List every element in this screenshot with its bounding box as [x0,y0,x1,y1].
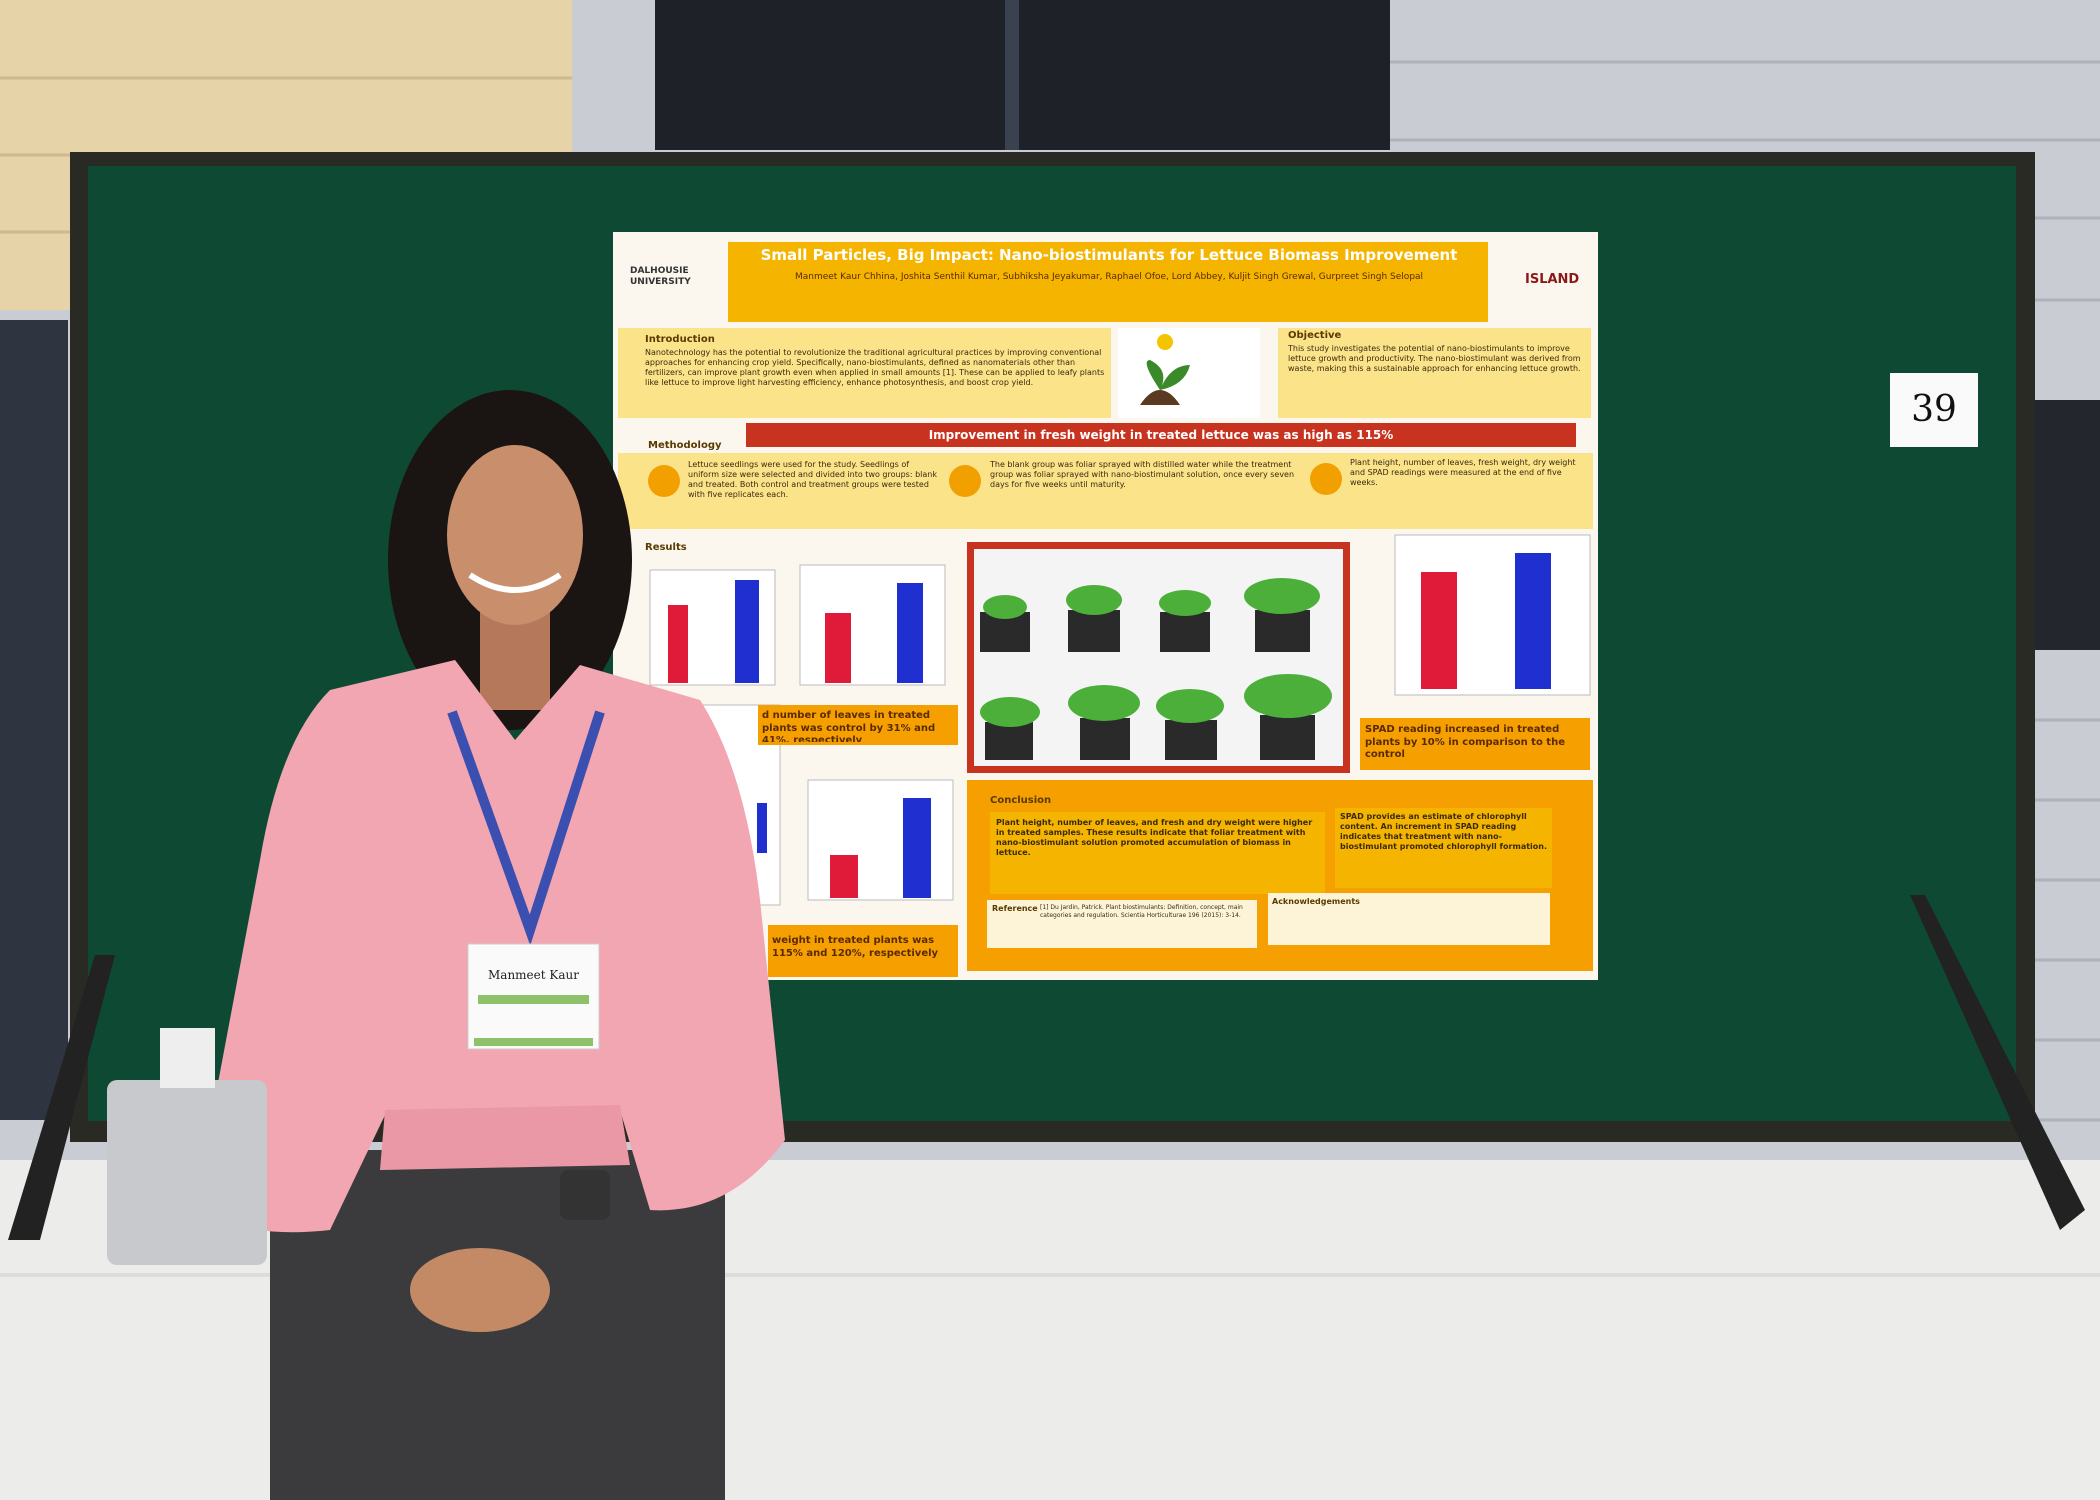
shape [735,580,759,683]
shape [1335,808,1552,888]
conclusion-text: SPAD provides an estimate of chlorophyll… [1340,812,1548,851]
shape [980,610,1315,760]
intro-box [618,328,1111,418]
board-number: 39 [1911,389,1957,430]
section-text: This study investigates the potential of… [1288,344,1581,373]
method-step: The blank group was foliar sprayed with … [990,460,1295,489]
shape [560,1170,610,1220]
shape [380,1105,630,1170]
shape [980,697,1040,727]
stand-leg [8,955,115,1240]
shape [447,710,605,946]
window [655,0,1390,150]
section-heading: Objective [1288,330,1342,341]
stand-leg [1910,895,2085,1230]
method-step: Plant height, number of leaves, fresh we… [1350,458,1576,487]
methodology-box [618,453,1593,529]
shape [1159,590,1211,616]
person [195,390,785,1500]
shape [949,465,981,497]
shape [160,1028,215,1088]
door [0,320,68,1120]
section-heading: Results [645,542,687,553]
shape [447,445,583,625]
method-step: Lettuce seedlings were used for the stud… [688,460,937,499]
shape [1068,685,1140,721]
shape [1360,718,1590,770]
shape [1260,715,1315,760]
section-heading: Introduction [645,334,715,345]
shape [1244,674,1332,718]
shape [987,900,1257,948]
shape [478,995,589,1004]
shape [1146,360,1190,390]
objective-box [1278,328,1591,418]
conclusion-text: Plant height, number of leaves, and fres… [996,818,1313,857]
shape [668,605,688,683]
shape [990,812,1325,894]
shape [1068,610,1120,652]
section-heading: Methodology [648,440,722,451]
shape [474,1038,593,1046]
section-text: Nanotechnology has the potential to revo… [645,348,1105,387]
shape [410,1248,550,1332]
result-caption: weight in treated plants was 115% and 12… [772,935,939,959]
shape [799,564,946,686]
highlight: Improvement in fresh weight in treated l… [928,428,1394,442]
shape [758,705,958,745]
shape [757,803,767,853]
badge-name: Manmeet Kaur [488,968,579,982]
logo-right: ISLAND [1525,272,1580,287]
shape [1421,572,1457,689]
shape [768,925,958,977]
section-heading: Acknowledgements [1272,897,1360,906]
shape [1268,893,1550,945]
shape [1310,463,1342,495]
highlight-banner [746,423,1576,447]
shape [468,572,562,593]
shape [807,779,954,901]
shape [825,613,851,683]
reference-text: [1] Du Jardin, Patrick. Plant biostimula… [1040,904,1243,919]
poster-title: Small Particles, Big Impact: Nano-biosti… [760,246,1458,264]
shape [1515,553,1551,689]
result-caption: d number of leaves in treated plants was… [762,710,936,742]
shape [980,578,1332,727]
result-caption: SPAD reading increased in treated plants… [1365,724,1565,760]
shape [1165,720,1217,760]
section-heading: Reference [992,904,1038,913]
poster-authors: Manmeet Kaur Chhina, Joshita Senthil Kum… [794,272,1424,282]
shape [1156,689,1224,723]
shape [1005,0,1019,150]
shape [983,595,1027,619]
shape [1080,718,1130,760]
shape [1244,578,1320,614]
number-card [1890,373,1978,447]
shape [1255,610,1310,652]
shape [1157,334,1173,350]
shape [2035,400,2100,650]
bag [107,1080,267,1265]
shape [1066,585,1122,615]
title-bar [728,242,1488,322]
plant-icon-box [1118,328,1260,418]
shape [1160,612,1210,652]
shape [985,722,1033,760]
shape [1140,390,1180,405]
shape [830,855,858,898]
logo-left: DALHOUSIE UNIVERSITY [630,266,691,288]
shape [648,465,680,497]
section-heading: Conclusion [990,795,1052,806]
shape [897,583,923,683]
shape [903,798,931,898]
